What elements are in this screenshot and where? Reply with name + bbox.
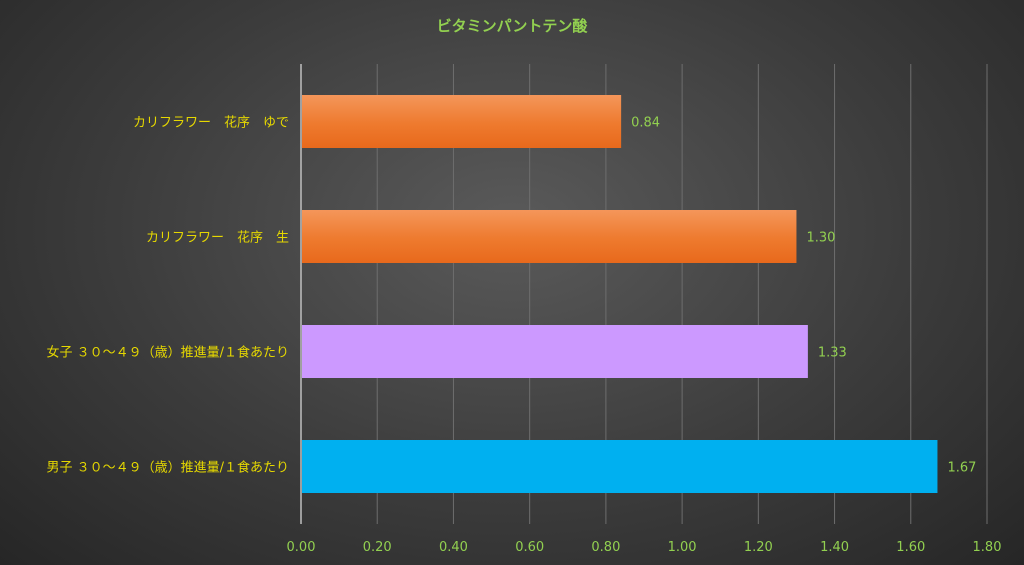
x-tick-label: 1.60 bbox=[896, 540, 925, 555]
x-axis-ticks: 0.00 0.20 0.40 0.60 0.80 1.00 1.20 1.40 1.60 1.80 bbox=[287, 540, 1002, 555]
data-label: 1.30 bbox=[806, 231, 835, 246]
x-tick-label: 0.00 bbox=[287, 540, 316, 555]
x-tick-label: 1.40 bbox=[820, 540, 849, 555]
data-label: 1.67 bbox=[947, 461, 976, 476]
x-tick-label: 1.80 bbox=[973, 540, 1002, 555]
x-tick-label: 0.20 bbox=[363, 540, 392, 555]
data-label: 1.33 bbox=[818, 346, 847, 361]
category-label: カリフラワー 花序 ゆで bbox=[133, 115, 289, 131]
category-label: 女子 ３０～４９（歳）推進量/１食あたり bbox=[46, 345, 289, 361]
chart-title: ビタミンパントテン酸 bbox=[437, 17, 589, 35]
category-label: カリフラワー 花序 生 bbox=[146, 230, 289, 246]
x-tick-label: 0.60 bbox=[515, 540, 544, 555]
bar bbox=[302, 210, 797, 263]
bar bbox=[302, 440, 938, 493]
data-label: 0.84 bbox=[631, 116, 660, 131]
category-label: 男子 ３０～４９（歳）推進量/１食あたり bbox=[46, 460, 289, 476]
x-tick-label: 1.00 bbox=[668, 540, 697, 555]
x-tick-label: 0.40 bbox=[439, 540, 468, 555]
bar bbox=[302, 325, 808, 378]
x-tick-label: 1.20 bbox=[744, 540, 773, 555]
bars: 0.84 1.30 1.33 1.67 bbox=[302, 95, 976, 493]
bar bbox=[302, 95, 622, 148]
x-tick-label: 0.80 bbox=[591, 540, 620, 555]
